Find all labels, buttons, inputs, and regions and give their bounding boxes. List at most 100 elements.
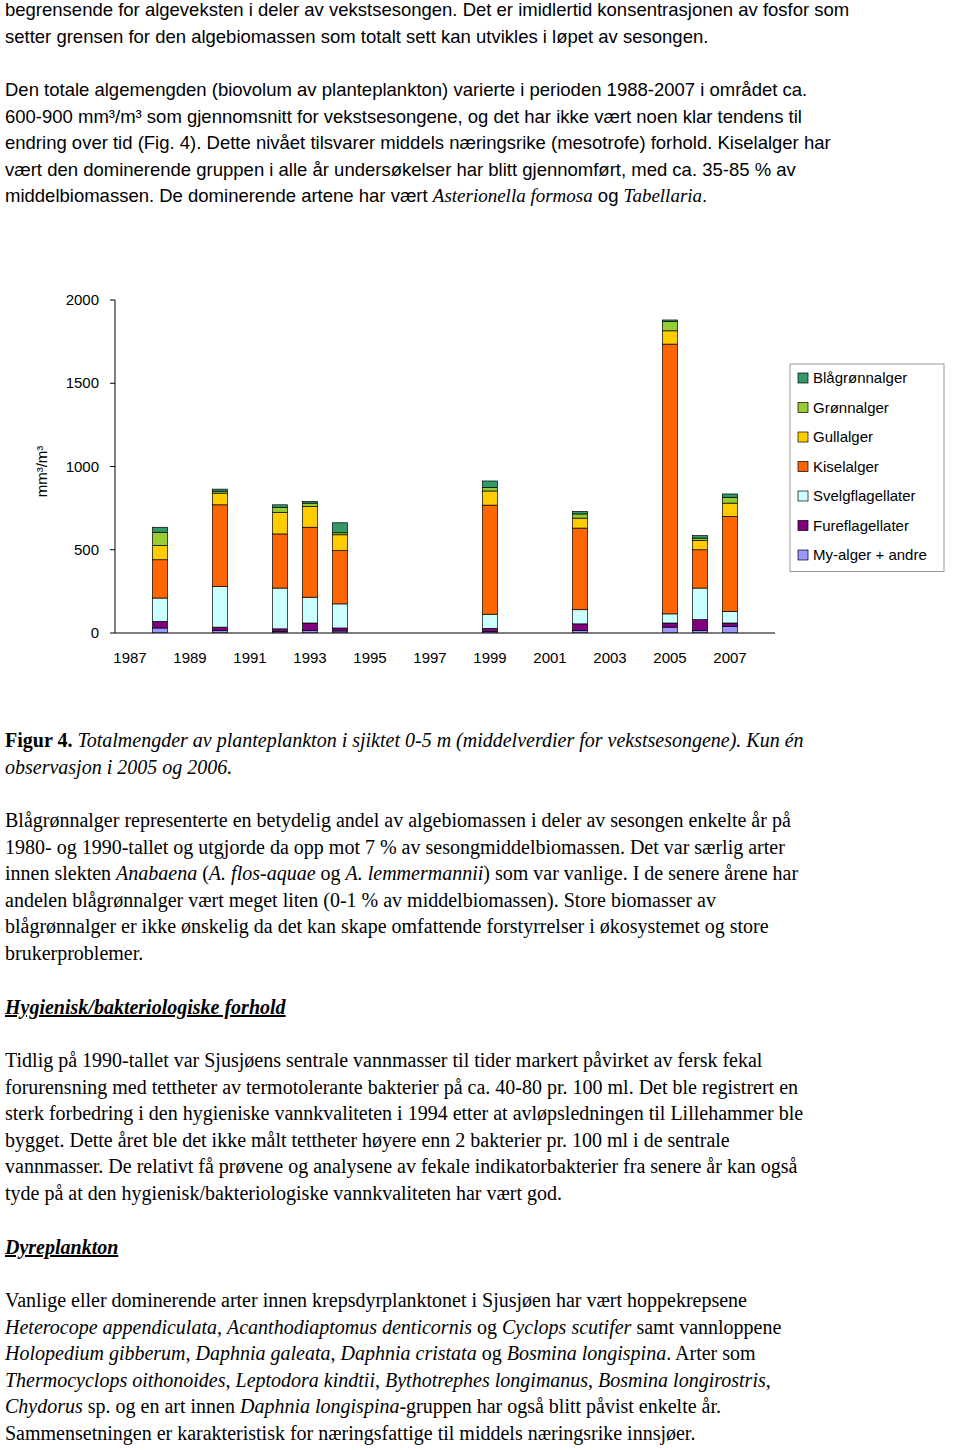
text-run: Figur 4. bbox=[5, 729, 72, 751]
bar-segment bbox=[273, 629, 288, 631]
bar-segment bbox=[723, 503, 738, 516]
legend-swatch bbox=[798, 373, 808, 383]
bar-segment bbox=[273, 507, 288, 512]
bar-segment bbox=[213, 489, 228, 491]
text-run: samt vannloppene bbox=[631, 1316, 781, 1338]
text-run: Bosmina longirostris bbox=[598, 1369, 766, 1391]
text-run: andelen blågrønnalger vært meget liten (… bbox=[5, 889, 716, 911]
text-run: Cyclops scutifer bbox=[502, 1316, 631, 1338]
text-run: Thermocyclops oithonoides bbox=[5, 1369, 226, 1391]
text-line: Tidlig på 1990-tallet var Sjusjøens sent… bbox=[5, 1047, 762, 1073]
text-line: middelbiomassen. De dominerende artene h… bbox=[5, 183, 707, 209]
text-run: Holopedium gibberum bbox=[5, 1342, 186, 1364]
text-run: Daphnia galeata bbox=[196, 1342, 331, 1364]
y-tick bbox=[110, 300, 115, 301]
bar-segment bbox=[663, 322, 678, 331]
text-run: Vanlige eller dominerende arter innen kr… bbox=[5, 1289, 747, 1311]
bar-segment bbox=[483, 488, 498, 491]
text-run: , bbox=[766, 1369, 771, 1391]
text-run: Dyreplankton bbox=[5, 1236, 118, 1258]
bar-segment bbox=[573, 610, 588, 624]
text-line: Dyreplankton bbox=[5, 1234, 118, 1260]
text-line: Hygienisk/bakteriologiske forhold bbox=[5, 994, 286, 1020]
bar-segment bbox=[663, 614, 678, 623]
x-tick-label: 1999 bbox=[473, 649, 506, 666]
text-line: sterk forbedring i den hygieniske vannkv… bbox=[5, 1100, 803, 1126]
chart: 0500100015002000mm³/m³198719891991199319… bbox=[0, 0, 960, 1450]
text-line: Den totale algemengden (biovolum av plan… bbox=[5, 77, 807, 103]
legend-swatch bbox=[798, 491, 808, 501]
text-line: forurensning med tettheter av termotoler… bbox=[5, 1074, 798, 1100]
bar-segment bbox=[663, 623, 678, 627]
text-run: og bbox=[316, 862, 346, 884]
legend-swatch bbox=[798, 550, 808, 560]
bar-segment bbox=[693, 550, 708, 588]
bar-segment bbox=[213, 493, 228, 505]
bar-segment bbox=[573, 528, 588, 610]
text-line: 1980- og 1990-tallet og utgjorde da opp … bbox=[5, 834, 785, 860]
bar-segment bbox=[333, 628, 348, 631]
legend-label: Fureflagellater bbox=[813, 517, 909, 534]
text-run: vannmasser. De relativt få prøvene og an… bbox=[5, 1155, 797, 1177]
bar-segment bbox=[213, 627, 228, 630]
text-run: ( bbox=[197, 862, 209, 884]
bar-segment bbox=[573, 518, 588, 528]
bar-segment bbox=[303, 597, 318, 623]
text-run: og bbox=[593, 185, 624, 206]
text-line: vært den dominerende gruppen i alle år u… bbox=[5, 157, 796, 183]
text-run: Sammensetningen er karakteristisk for næ… bbox=[5, 1422, 695, 1444]
text-run: sp. og en art innen bbox=[83, 1395, 240, 1417]
x-tick-label: 2003 bbox=[593, 649, 626, 666]
bar-segment bbox=[573, 624, 588, 631]
y-tick bbox=[110, 466, 115, 467]
text-run: innen slekten bbox=[5, 862, 116, 884]
bar-segment bbox=[213, 505, 228, 587]
x-axis bbox=[115, 633, 775, 634]
bar-segment bbox=[693, 541, 708, 550]
text-line: 600-900 mm³/m³ som gjennomsnitt for veks… bbox=[5, 104, 802, 130]
text-run: sterk forbedring i den hygieniske vannkv… bbox=[5, 1102, 803, 1124]
text-run: brukerproblemer. bbox=[5, 942, 143, 964]
legend-swatch bbox=[798, 462, 808, 472]
text-run: A. flos-aquae bbox=[209, 862, 316, 884]
text-run: 600-900 mm³/m³ som gjennomsnitt for veks… bbox=[5, 106, 802, 127]
text-run: begrensende for algeveksten i deler av v… bbox=[5, 0, 849, 20]
text-run: Leptodora kindtii bbox=[236, 1369, 375, 1391]
text-run: 1980- og 1990-tallet og utgjorde da opp … bbox=[5, 836, 785, 858]
x-tick-label: 2005 bbox=[653, 649, 686, 666]
bar-segment bbox=[723, 494, 738, 497]
text-run: og bbox=[472, 1316, 502, 1338]
bar-segment bbox=[333, 523, 348, 533]
text-line: Sammensetningen er karakteristisk for næ… bbox=[5, 1420, 695, 1446]
bar-segment bbox=[333, 535, 348, 551]
bar-segment bbox=[483, 491, 498, 505]
y-tick bbox=[110, 549, 115, 550]
legend-label: My-alger + andre bbox=[813, 546, 927, 563]
bar-segment bbox=[153, 621, 168, 628]
bars bbox=[153, 320, 738, 633]
y-axis bbox=[115, 300, 116, 633]
bar-segment bbox=[273, 505, 288, 507]
text-run: , bbox=[588, 1369, 598, 1391]
text-run: blågrønnalger er ikke ønskelig da det ka… bbox=[5, 915, 769, 937]
text-run: Acanthodiaptomus denticornis bbox=[227, 1316, 472, 1338]
bar-segment bbox=[333, 604, 348, 628]
text-run: tyde på at den hygienisk/bakteriologiske… bbox=[5, 1182, 562, 1204]
bar-segment bbox=[153, 628, 168, 633]
x-tick-label: 1997 bbox=[413, 649, 446, 666]
text-run: Anabaena bbox=[116, 862, 197, 884]
x-tick-label: 2001 bbox=[533, 649, 566, 666]
bar-segment bbox=[723, 611, 738, 623]
bar-segment bbox=[663, 344, 678, 614]
bar-segment bbox=[303, 501, 318, 503]
bar-segment bbox=[663, 320, 678, 322]
x-tick-label: 1989 bbox=[173, 649, 206, 666]
x-tick-label: 1987 bbox=[113, 649, 146, 666]
legend-box bbox=[790, 364, 944, 572]
text-run: . bbox=[702, 185, 707, 206]
text-line: endring over tid (Fig. 4). Dette nivået … bbox=[5, 130, 831, 156]
bar-segment bbox=[693, 588, 708, 620]
text-line: andelen blågrønnalger vært meget liten (… bbox=[5, 887, 716, 913]
text-run: Daphnia cristata bbox=[341, 1342, 477, 1364]
text-run: Chydorus bbox=[5, 1395, 83, 1417]
